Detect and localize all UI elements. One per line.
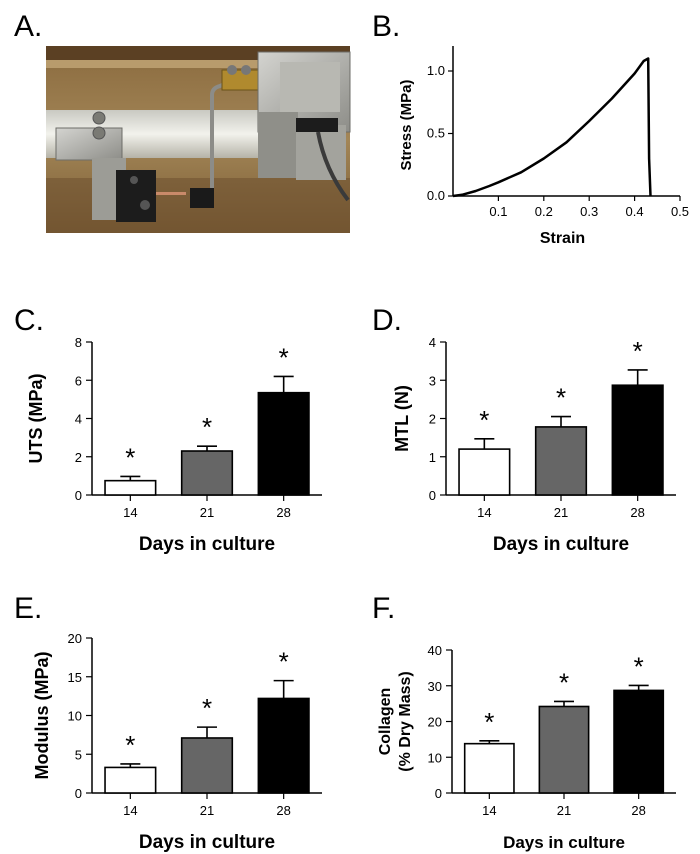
y-tick-label: 20 — [428, 715, 442, 730]
panel-label-e: E. — [14, 592, 42, 625]
x-tick-label: 0.2 — [535, 204, 553, 219]
x-tick-label-14: 14 — [482, 803, 496, 818]
x-tick-label-21: 21 — [200, 505, 214, 520]
bar-14 — [104, 766, 157, 794]
significance-star-28: * — [634, 651, 644, 681]
tensile-test-photo — [46, 46, 351, 233]
bar-28 — [613, 689, 665, 794]
x-axis-title: Days in culture — [493, 534, 629, 555]
bar-28 — [257, 697, 310, 794]
y-tick-label: 20 — [68, 631, 82, 646]
bar-14 — [104, 479, 157, 496]
y-axis-title: Modulus (MPa) — [32, 652, 52, 780]
x-axis-title: Strain — [540, 230, 585, 247]
y-axis-title: Collagen — [377, 688, 394, 756]
panel-label-a: A. — [14, 10, 42, 43]
y-tick-label: 8 — [75, 335, 82, 350]
significance-star-14: * — [484, 707, 494, 737]
significance-star-28: * — [279, 342, 289, 372]
modulus-bar-chart: 0 5 10 15 20 14 * 21 * 28 * Days in culture Modulus … — [32, 631, 322, 853]
x-axis-title: Days in culture — [139, 832, 275, 853]
panel-label-c: C. — [14, 304, 44, 337]
y-tick-label: 1 — [429, 450, 436, 465]
x-tick-label: 0.4 — [626, 204, 644, 219]
x-tick-label: 0.5 — [671, 204, 689, 219]
x-tick-label-28: 28 — [631, 803, 645, 818]
y-tick-label: 0 — [75, 488, 82, 503]
y-tick-label: 6 — [75, 373, 82, 388]
stress-strain-chart: 0.0 0.5 1.0 0.1 0.2 0.3 0.4 0.5 Strain Stress (MP… — [398, 46, 689, 247]
panel-label-b: B. — [372, 10, 400, 43]
panel-label-d: D. — [372, 304, 402, 337]
bar-14 — [458, 448, 511, 496]
x-tick-label-14: 14 — [123, 505, 137, 520]
y-tick-label: 0.0 — [427, 188, 445, 203]
bar-21 — [180, 737, 234, 794]
y-tick-label: 1.0 — [427, 63, 445, 78]
x-axis-title: Days in culture — [503, 833, 625, 852]
bar-21 — [180, 450, 234, 496]
significance-star-28: * — [279, 647, 289, 677]
bar-21 — [534, 426, 588, 496]
collagen-bar-chart: 0 10 20 30 40 14 * 21 * 28 * Days in culture Collage… — [377, 643, 676, 852]
y-tick-label: 0.5 — [427, 126, 445, 141]
bar-21 — [538, 705, 590, 794]
x-tick-label-21: 21 — [557, 803, 571, 818]
x-tick-label: 0.3 — [580, 204, 598, 219]
y-tick-label: 4 — [75, 412, 82, 427]
y-tick-label: 40 — [428, 643, 442, 658]
x-axis-title: Days in culture — [139, 534, 275, 555]
significance-star-14: * — [125, 442, 135, 472]
significance-star-21: * — [556, 383, 566, 413]
bar-28 — [257, 391, 310, 496]
y-tick-label: 30 — [428, 679, 442, 694]
x-tick-label-28: 28 — [630, 505, 644, 520]
panel-label-f: F. — [372, 592, 395, 625]
x-tick-label: 0.1 — [489, 204, 507, 219]
y-tick-label: 10 — [68, 709, 82, 724]
significance-star-21: * — [202, 412, 212, 442]
y-tick-label: 15 — [68, 670, 82, 685]
significance-star-21: * — [559, 667, 569, 697]
x-tick-label-28: 28 — [276, 505, 290, 520]
uts-bar-chart: 0 2 4 6 8 14 * 21 * 28 * Days in culture UTS (MPa) — [26, 335, 322, 555]
x-tick-label-21: 21 — [200, 803, 214, 818]
significance-star-28: * — [633, 336, 643, 366]
mtl-bar-chart: 0 1 2 3 4 14 * 21 * 28 * Days in culture MTL (N) — [392, 335, 676, 555]
x-tick-label-14: 14 — [123, 803, 137, 818]
y-axis-title: Stress (MPa) — [398, 80, 415, 171]
y-tick-label: 4 — [429, 335, 436, 350]
bar-14 — [463, 742, 515, 794]
y-tick-label: 5 — [75, 747, 82, 762]
y-tick-label: 0 — [429, 488, 436, 503]
y-tick-label: 10 — [428, 750, 442, 765]
y-axis-title: MTL (N) — [392, 385, 412, 452]
y-axis-title: UTS (MPa) — [26, 373, 46, 463]
y-axis-title-line-2: (% Dry Mass) — [397, 671, 414, 771]
significance-star-21: * — [202, 693, 212, 723]
x-tick-label-14: 14 — [477, 505, 491, 520]
x-tick-label-28: 28 — [276, 803, 290, 818]
y-tick-label: 0 — [435, 786, 442, 801]
y-tick-label: 2 — [75, 450, 82, 465]
significance-star-14: * — [125, 730, 135, 760]
y-tick-label: 2 — [429, 412, 436, 427]
stress-strain-curve — [452, 57, 652, 198]
significance-star-14: * — [479, 405, 489, 435]
x-tick-label-21: 21 — [554, 505, 568, 520]
y-tick-label: 0 — [75, 786, 82, 801]
bar-28 — [611, 384, 664, 496]
y-tick-label: 3 — [429, 373, 436, 388]
